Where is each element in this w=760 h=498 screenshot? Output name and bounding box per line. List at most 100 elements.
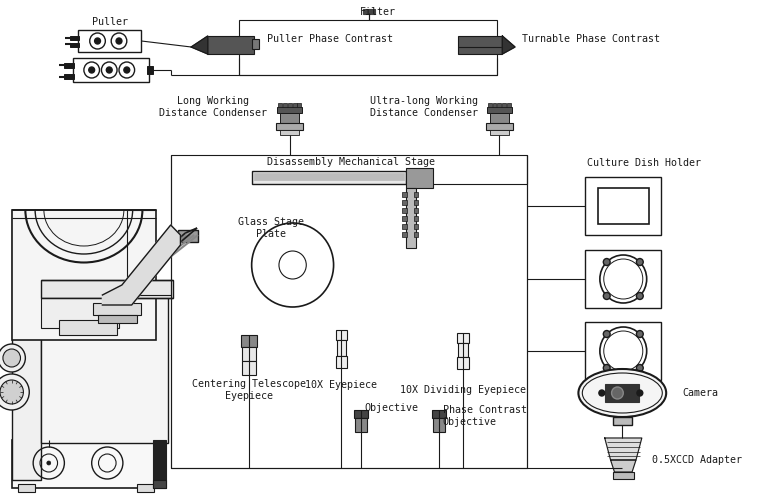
Bar — [402, 224, 407, 229]
Bar — [93, 303, 141, 315]
Bar — [153, 480, 166, 488]
Bar — [288, 103, 292, 107]
Circle shape — [3, 349, 21, 367]
Bar — [413, 192, 419, 197]
Text: 0.5XCCD Adapter: 0.5XCCD Adapter — [651, 455, 742, 465]
Bar — [70, 43, 79, 47]
Bar — [207, 36, 254, 54]
Bar — [613, 417, 632, 425]
Bar — [17, 484, 35, 492]
Text: Long Working
Distance Condenser: Long Working Distance Condenser — [159, 96, 267, 118]
Bar — [277, 107, 302, 113]
Bar — [406, 168, 433, 188]
Circle shape — [636, 365, 643, 372]
Bar — [598, 188, 648, 224]
Polygon shape — [610, 460, 636, 472]
Circle shape — [599, 390, 605, 396]
Text: Centering Telescope
Eyepiece: Centering Telescope Eyepiece — [192, 379, 306, 401]
Text: Filter: Filter — [359, 7, 395, 17]
Polygon shape — [103, 225, 180, 305]
Bar — [73, 58, 149, 82]
Bar — [179, 230, 198, 242]
Circle shape — [603, 365, 610, 372]
Circle shape — [637, 390, 643, 396]
Bar — [11, 440, 166, 488]
Bar — [488, 103, 492, 107]
Bar — [507, 103, 511, 107]
Bar — [242, 347, 255, 361]
Text: Phase Contrast
Objective: Phase Contrast Objective — [443, 405, 527, 427]
Bar — [613, 472, 634, 479]
Bar — [276, 123, 303, 130]
Bar — [153, 440, 166, 488]
Bar — [78, 30, 141, 52]
Bar — [280, 130, 299, 135]
Bar — [11, 210, 41, 480]
Bar — [402, 232, 407, 237]
Bar — [363, 9, 375, 14]
Bar — [402, 192, 407, 197]
Circle shape — [603, 292, 610, 299]
Bar — [65, 74, 74, 79]
Circle shape — [47, 461, 51, 465]
Text: Objective: Objective — [365, 403, 419, 413]
Bar — [458, 333, 469, 343]
Bar — [413, 232, 419, 237]
Circle shape — [603, 258, 610, 265]
Bar — [242, 361, 255, 375]
Bar — [137, 484, 154, 492]
Bar — [413, 208, 419, 213]
Bar — [97, 315, 137, 323]
Bar — [413, 224, 419, 229]
Bar — [147, 66, 153, 74]
Text: Ultra-long Working
Distance Condenser: Ultra-long Working Distance Condenser — [370, 96, 478, 118]
Bar — [11, 210, 156, 340]
Bar — [585, 322, 661, 380]
Bar — [41, 280, 173, 298]
Bar — [337, 340, 347, 356]
Text: Turnable Phase Contrast: Turnable Phase Contrast — [522, 34, 660, 44]
Bar — [278, 103, 282, 107]
Bar — [432, 410, 446, 418]
Polygon shape — [605, 438, 641, 460]
Bar — [458, 357, 469, 369]
Bar — [433, 418, 445, 432]
Text: 10X Eyepiece: 10X Eyepiece — [306, 380, 378, 390]
Bar — [413, 200, 419, 205]
Ellipse shape — [578, 369, 667, 417]
Bar — [402, 200, 407, 205]
Text: Puller: Puller — [92, 17, 128, 27]
Polygon shape — [502, 36, 515, 54]
Bar — [502, 103, 506, 107]
Bar — [413, 216, 419, 221]
Bar — [355, 418, 367, 432]
Bar — [489, 130, 509, 135]
Circle shape — [636, 258, 643, 265]
Bar — [486, 123, 513, 130]
Bar — [254, 173, 404, 180]
Bar — [354, 410, 368, 418]
Bar — [402, 208, 407, 213]
Circle shape — [0, 344, 25, 372]
Circle shape — [636, 331, 643, 338]
Bar — [252, 171, 406, 184]
Bar — [335, 356, 347, 368]
Bar — [458, 343, 468, 357]
Text: Disassembly Mechanical Stage: Disassembly Mechanical Stage — [268, 157, 435, 167]
Bar — [65, 63, 74, 68]
Bar — [458, 36, 502, 54]
Text: Camera: Camera — [682, 388, 719, 398]
Circle shape — [636, 292, 643, 299]
Bar — [41, 295, 168, 443]
Circle shape — [124, 67, 130, 73]
Circle shape — [0, 380, 24, 404]
Text: Culture Dish Holder: Culture Dish Holder — [587, 158, 701, 168]
Bar — [293, 103, 296, 107]
Circle shape — [94, 38, 100, 44]
Text: Puller Phase Contrast: Puller Phase Contrast — [268, 34, 393, 44]
Bar — [41, 298, 119, 328]
Bar — [59, 320, 117, 335]
Bar — [239, 20, 498, 75]
Bar — [297, 103, 302, 107]
Bar — [406, 188, 416, 248]
